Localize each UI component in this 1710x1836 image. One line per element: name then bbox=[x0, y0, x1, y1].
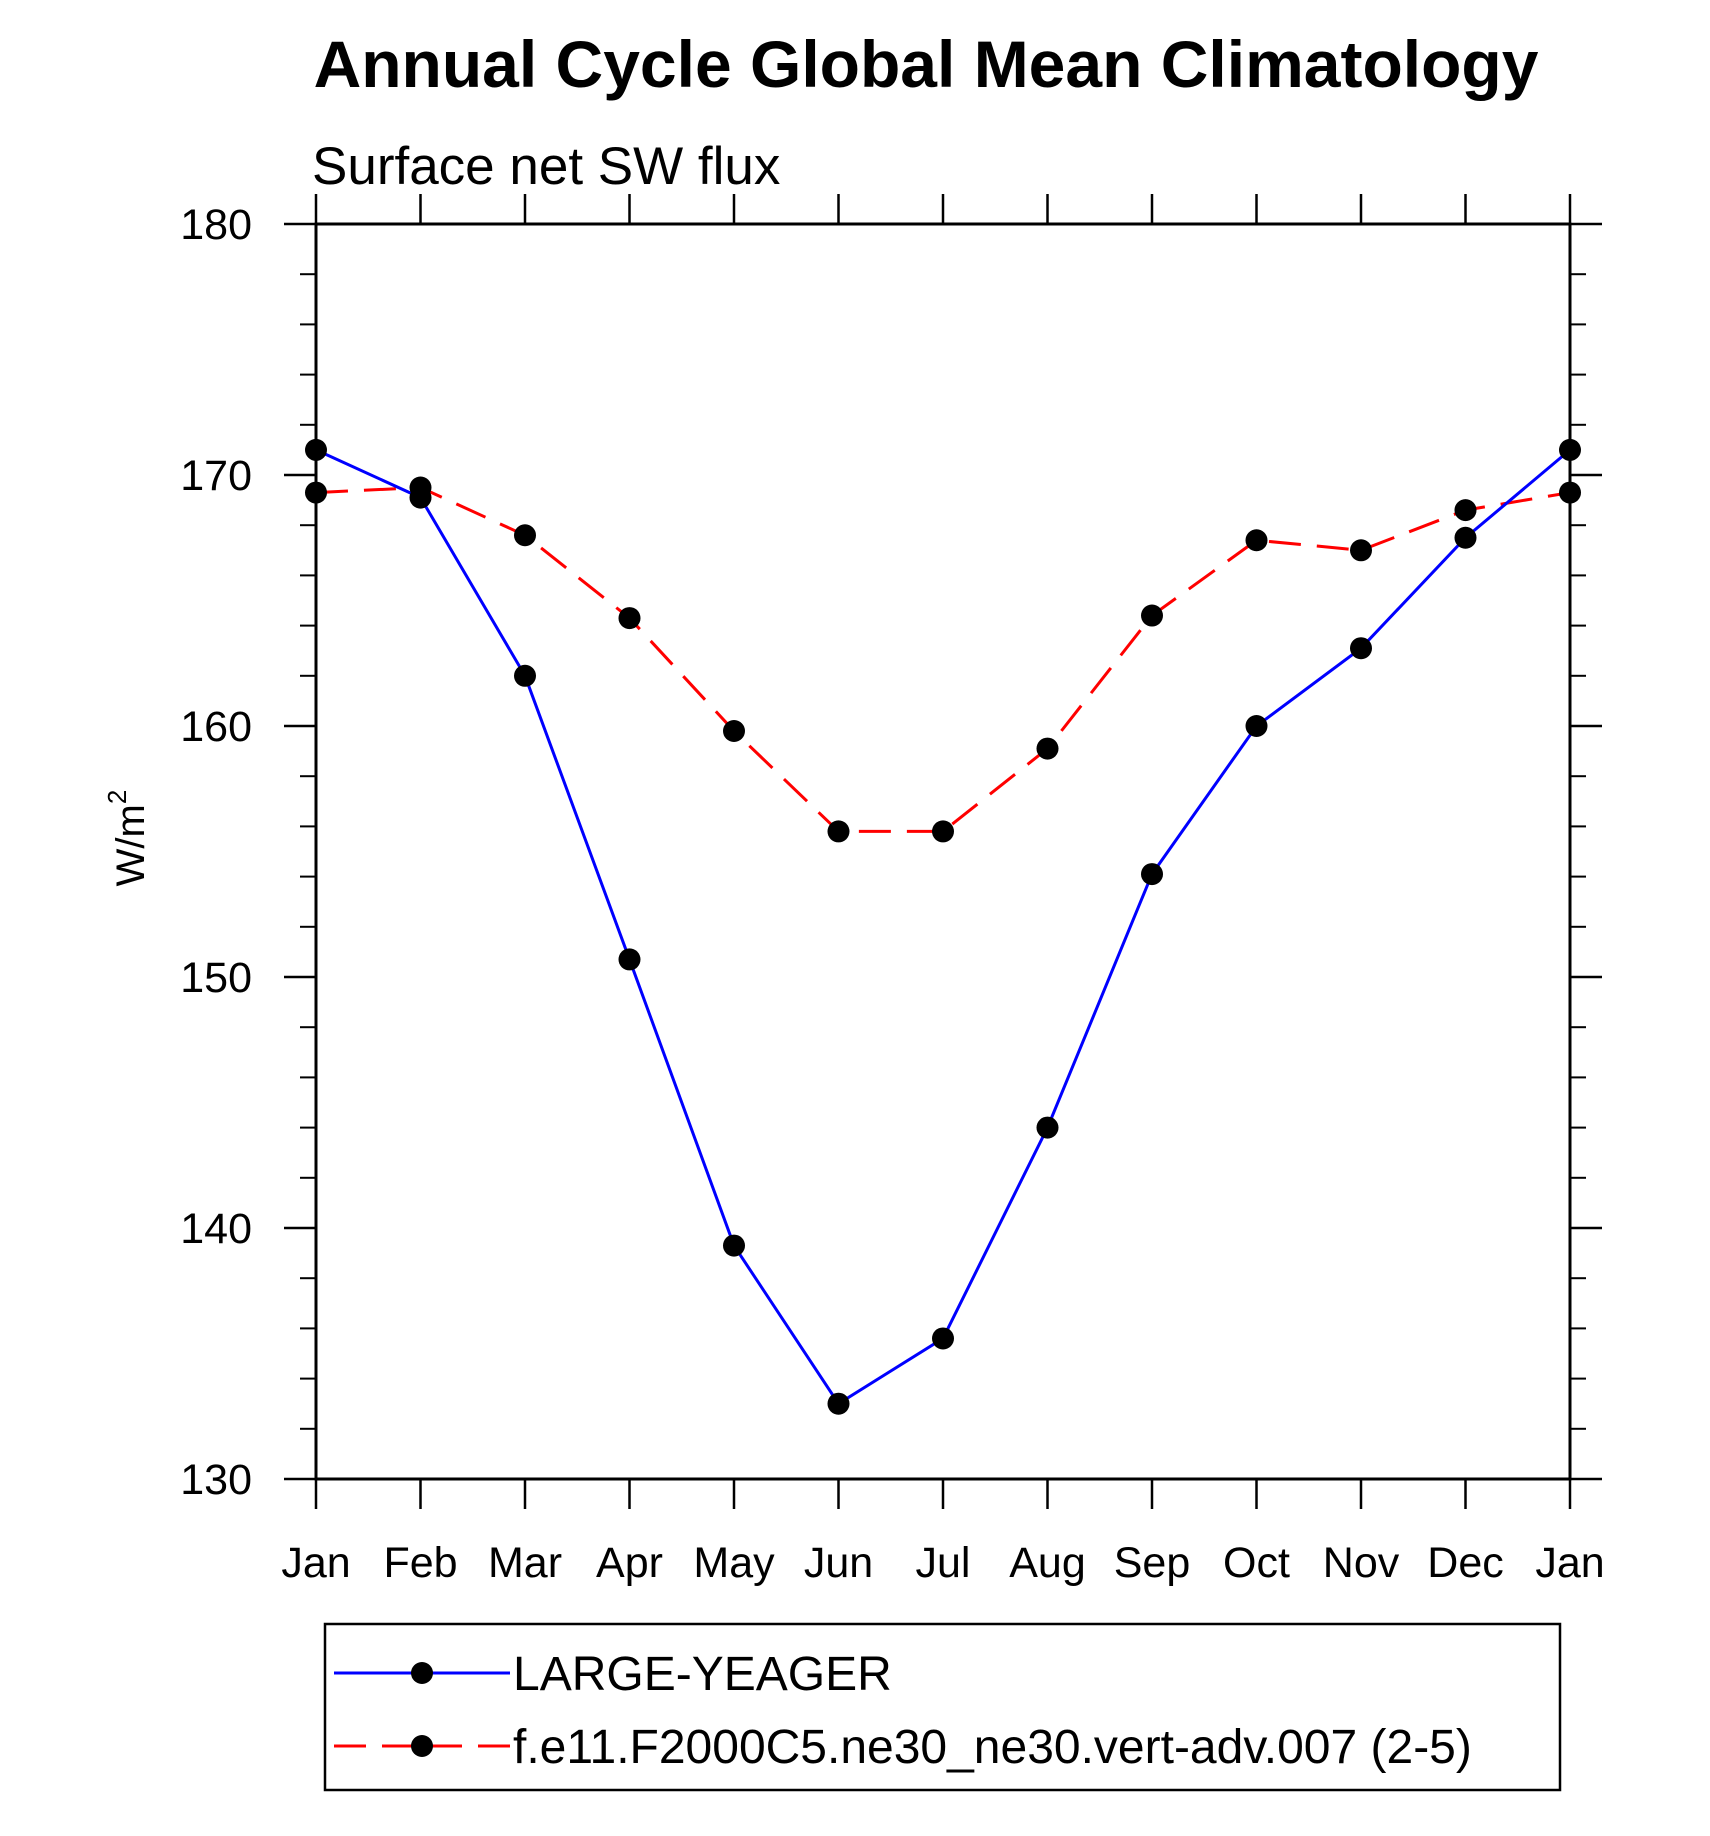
x-tick-label: Jan bbox=[281, 1539, 350, 1587]
y-tick-label: 130 bbox=[180, 1456, 252, 1504]
series-1-point bbox=[618, 607, 641, 630]
legend-marker-vert-adv bbox=[411, 1735, 433, 1757]
series-0-point bbox=[932, 1327, 954, 1350]
series-1-point bbox=[827, 820, 850, 843]
chart-title: Annual Cycle Global Mean Climatology bbox=[314, 27, 1539, 101]
x-tick-label: Oct bbox=[1223, 1539, 1290, 1587]
legend: LARGE-YEAGER f.e11.F2000C5.ne30_ne30.ver… bbox=[323, 1622, 1562, 1792]
x-tick-label: May bbox=[693, 1539, 775, 1587]
series-1-point bbox=[1350, 539, 1372, 562]
x-tick-labels: Jan Feb Mar Apr May Jun Jul Aug Sep Oct Nov Dec Jan bbox=[281, 1539, 1604, 1587]
series-1-point bbox=[1141, 604, 1163, 627]
series-1-point bbox=[305, 481, 327, 504]
y-axis-label-base: W/m bbox=[109, 804, 153, 886]
series-1-point bbox=[932, 820, 954, 843]
series-0-point bbox=[1245, 715, 1268, 737]
chart-subtitle: Surface net SW flux bbox=[312, 137, 780, 196]
legend-box bbox=[323, 1622, 1562, 1792]
axis-ticks bbox=[284, 194, 1602, 1509]
x-tick-label: Apr bbox=[596, 1539, 663, 1587]
y-tick-labels: 130 140 150 160 170 180 bbox=[180, 201, 252, 1504]
series-0-point bbox=[1454, 526, 1477, 549]
series-1-point bbox=[1454, 499, 1477, 522]
series-0-point bbox=[514, 664, 536, 687]
series-1-point bbox=[1245, 529, 1268, 552]
series-1-point bbox=[514, 524, 536, 547]
series-line-1 bbox=[315, 486, 1571, 833]
legend-label-vert-adv: f.e11.F2000C5.ne30_ne30.vert-adv.007 (2-… bbox=[513, 1721, 1472, 1774]
plot-frame bbox=[314, 222, 1572, 1481]
legend-label-large-yeager: LARGE-YEAGER bbox=[513, 1648, 892, 1701]
series-1-point bbox=[723, 720, 745, 743]
x-tick-label: Dec bbox=[1427, 1539, 1503, 1587]
series-0-point bbox=[305, 438, 327, 461]
x-tick-label: Aug bbox=[1009, 1539, 1086, 1587]
x-tick-label: Mar bbox=[488, 1539, 562, 1587]
series-layer bbox=[305, 438, 1581, 1415]
x-tick-label: Feb bbox=[383, 1539, 457, 1587]
y-axis-label: W/m2 bbox=[102, 790, 153, 887]
series-0-point bbox=[618, 948, 641, 971]
y-tick-label: 160 bbox=[180, 703, 252, 751]
series-1-point bbox=[1559, 481, 1581, 504]
x-tick-label: Sep bbox=[1114, 1539, 1191, 1587]
x-tick-label: Jul bbox=[916, 1539, 971, 1587]
series-line-0 bbox=[315, 448, 1571, 1406]
y-tick-label: 140 bbox=[180, 1205, 252, 1253]
series-1-point bbox=[1036, 737, 1059, 760]
y-tick-label: 150 bbox=[180, 954, 252, 1002]
x-tick-label: Nov bbox=[1323, 1539, 1400, 1587]
x-tick-label: Jun bbox=[804, 1539, 873, 1587]
y-tick-label: 170 bbox=[180, 452, 252, 500]
series-0-point bbox=[1036, 1116, 1059, 1139]
y-tick-label: 180 bbox=[180, 201, 252, 249]
series-0-point bbox=[1141, 863, 1163, 886]
legend-marker-large-yeager bbox=[411, 1662, 433, 1684]
series-0-point bbox=[723, 1234, 745, 1257]
x-tick-label: Jan bbox=[1535, 1539, 1604, 1587]
y-axis-label-sup: 2 bbox=[102, 790, 132, 804]
series-0-point bbox=[409, 486, 432, 509]
series-0-point bbox=[1350, 637, 1372, 660]
series-0-point bbox=[1559, 438, 1581, 461]
series-0-point bbox=[827, 1392, 850, 1415]
